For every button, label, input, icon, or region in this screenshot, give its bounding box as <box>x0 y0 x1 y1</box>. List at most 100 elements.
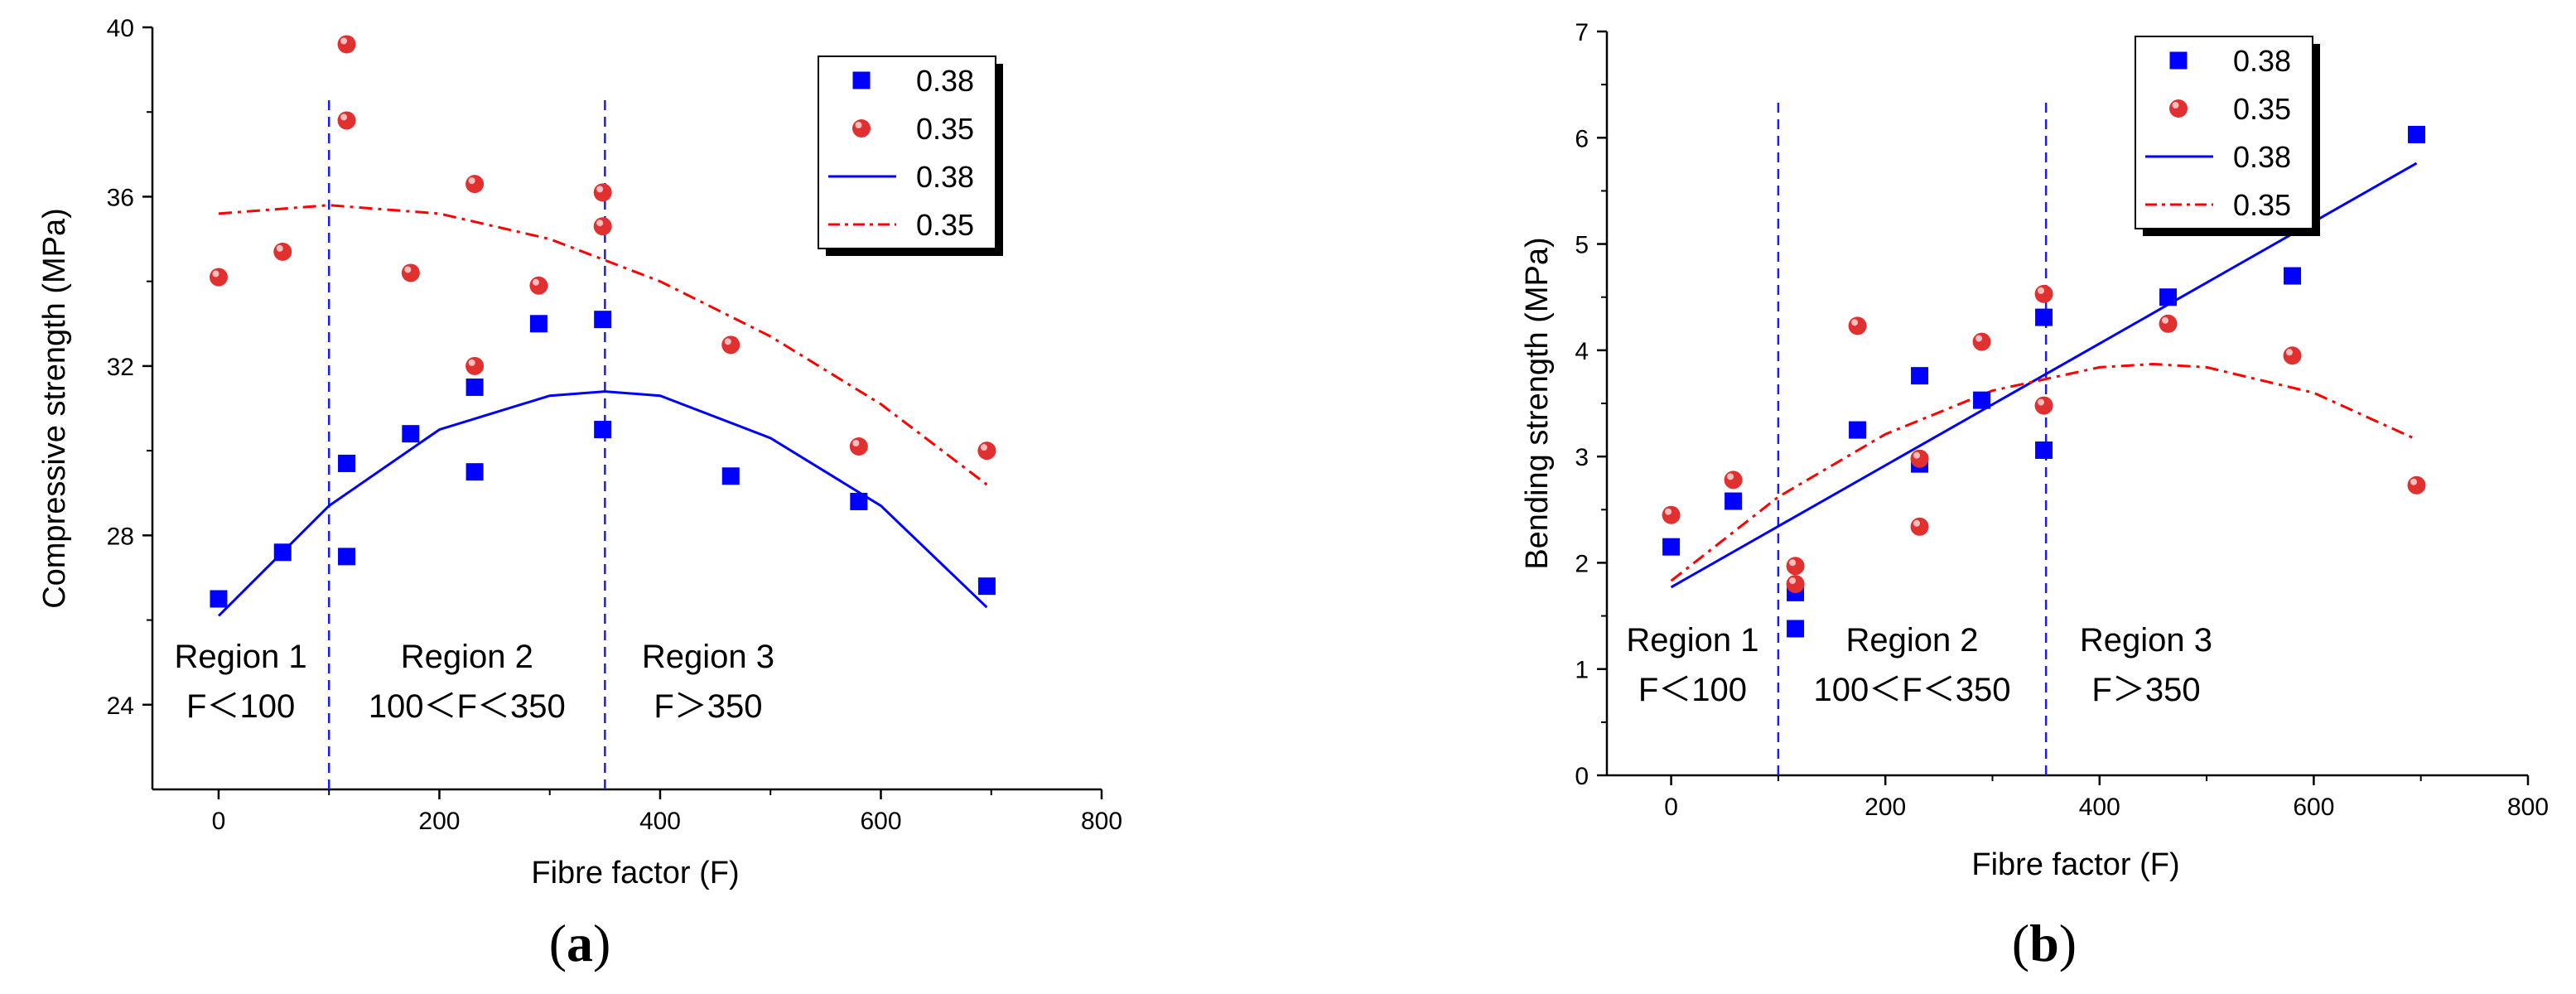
data-point-highlight <box>1913 451 1921 459</box>
data-point <box>273 543 292 562</box>
series-038 <box>210 311 996 608</box>
legend-marker <box>2169 99 2188 118</box>
data-point-body <box>1786 575 1805 594</box>
data-point <box>1725 492 1743 510</box>
data-point-highlight <box>596 220 604 227</box>
legend-label: 0.35 <box>2233 188 2291 222</box>
data-point <box>593 217 612 236</box>
y-tick-label: 32 <box>107 354 134 381</box>
data-point <box>466 175 485 194</box>
data-point <box>337 111 356 130</box>
data-point-highlight <box>1851 319 1859 326</box>
y-tick-label: 5 <box>1575 232 1589 259</box>
legend-label: 0.38 <box>916 160 974 194</box>
y-tick-label: 6 <box>1575 125 1589 152</box>
data-point-highlight <box>468 359 475 366</box>
chart-panel-a: 0 200 400 600 800 24 28 32 36 40 Fibre factor (F) C… <box>37 15 1122 972</box>
region-title: Region 2 <box>1845 622 1978 659</box>
data-point <box>401 263 420 282</box>
data-point-highlight <box>532 278 539 286</box>
data-point <box>337 35 356 54</box>
region-condition: 100＜F＜350 <box>369 688 566 725</box>
data-point <box>2408 125 2426 143</box>
x-tick-label: 800 <box>2507 794 2549 821</box>
data-point-highlight <box>1789 559 1797 567</box>
legend-marker-body <box>2169 99 2188 118</box>
x-tick-label: 400 <box>2079 794 2120 821</box>
data-point-body <box>2159 314 2178 333</box>
x-axis-title: Fibre factor (F) <box>1971 847 2179 882</box>
data-point-body <box>2283 346 2302 365</box>
y-tick-label: 4 <box>1575 338 1589 365</box>
region-title: Region 1 <box>1626 622 1758 659</box>
data-point-highlight <box>340 37 348 45</box>
data-point-highlight <box>2286 349 2294 356</box>
data-point <box>402 425 420 443</box>
data-point-body <box>209 268 228 287</box>
data-point-highlight <box>1665 508 1672 515</box>
region-title: Region 2 <box>401 639 533 675</box>
data-point <box>1662 538 1681 556</box>
data-point-highlight <box>276 244 283 252</box>
y-tick-label: 40 <box>107 15 134 42</box>
data-point <box>273 242 292 261</box>
x-tick-label: 600 <box>860 808 901 835</box>
data-point <box>594 421 612 439</box>
y-tick-label: 28 <box>107 523 134 550</box>
data-point-body <box>593 217 612 236</box>
data-point <box>1910 449 1929 468</box>
x-tick-label: 0 <box>1664 794 1678 821</box>
data-point <box>2034 396 2053 415</box>
data-point <box>593 183 612 202</box>
legend-label: 0.38 <box>2233 44 2291 78</box>
fit-lines <box>217 204 988 617</box>
data-point-highlight <box>2162 316 2169 324</box>
data-point <box>977 577 996 596</box>
y-tick-label: 7 <box>1575 19 1589 46</box>
data-point-highlight <box>980 444 987 451</box>
data-point <box>850 492 868 510</box>
data-point-body <box>1786 557 1805 576</box>
data-point-body <box>977 442 996 461</box>
data-point-highlight <box>468 177 475 185</box>
y-tick-label: 3 <box>1575 444 1589 471</box>
x-tick-label: 600 <box>2293 794 2334 821</box>
data-point <box>1972 332 1991 351</box>
data-point-highlight <box>2038 287 2045 294</box>
region-title: Region 3 <box>642 639 774 675</box>
data-point <box>594 311 612 329</box>
legend-label: 0.38 <box>916 64 974 98</box>
data-point <box>466 356 485 375</box>
data-point <box>849 437 868 456</box>
legend-marker-highlight <box>855 122 862 128</box>
y-tick-label: 0 <box>1575 763 1589 790</box>
data-point-body <box>1910 449 1929 468</box>
legend-marker-body <box>852 119 871 138</box>
data-point <box>2034 284 2053 303</box>
region-condition: 100＜F＜350 <box>1814 672 2011 708</box>
legend-label: 0.38 <box>2233 140 2291 174</box>
data-point <box>466 378 484 396</box>
data-point <box>1786 575 1805 594</box>
data-point-highlight <box>1727 473 1734 480</box>
panel-label: (b) <box>2012 914 2077 972</box>
y-axis-title: Compressive strength (MPa) <box>37 208 72 609</box>
y-tick-label: 36 <box>107 184 134 211</box>
legend-marker <box>852 71 871 89</box>
x-tick-label: 400 <box>639 808 681 835</box>
region-condition: F＞350 <box>654 688 762 725</box>
data-point-body <box>2034 284 2053 303</box>
data-point-body <box>1662 505 1681 524</box>
y-tick-label: 24 <box>107 692 134 720</box>
legend-label: 0.35 <box>2233 92 2291 126</box>
data-point <box>1848 316 1867 335</box>
data-point-body <box>721 335 740 355</box>
data-point <box>977 442 996 461</box>
chart-panel-b: 0 200 400 600 800 0 1 2 3 4 5 6 7 Fibre factor (F) Ben… <box>1520 19 2549 972</box>
data-point <box>1787 620 1805 638</box>
data-point-highlight <box>2410 478 2418 485</box>
region-condition: F＞350 <box>2091 672 2200 708</box>
data-point-highlight <box>1913 519 1921 527</box>
data-point <box>1849 421 1867 439</box>
